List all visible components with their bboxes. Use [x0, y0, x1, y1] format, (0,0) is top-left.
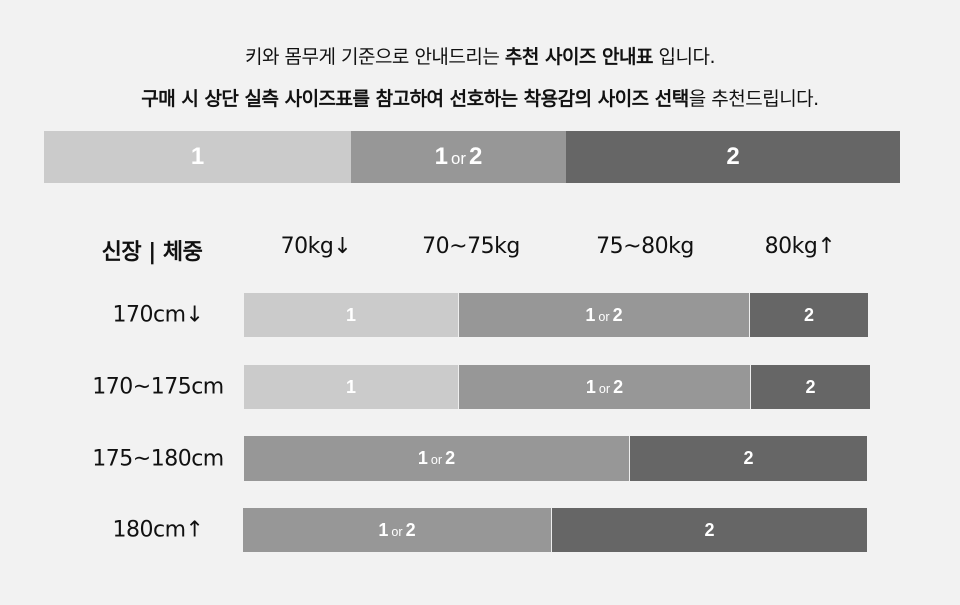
size-segment-light: 1 — [244, 293, 458, 337]
size-segment-dark: 2 — [749, 293, 868, 337]
segment-label: 1 — [345, 304, 356, 325]
segment-label: 2 — [704, 519, 715, 540]
segment-label: 1 or 2 — [585, 376, 624, 397]
weight-header: 70kg↓ — [280, 234, 352, 259]
segment-label: 2 — [743, 448, 754, 468]
intro-text: 키와 몸무게 기준으로 안내드리는 — [245, 46, 505, 68]
height-label: 180cm↑ — [112, 517, 204, 543]
size-row-bar: 1 or 2 2 — [244, 436, 867, 481]
segment-label: 1 or 2 — [585, 304, 623, 325]
segment-label: 2 — [803, 304, 814, 325]
segment-label: 2 — [726, 143, 740, 170]
size-segment-light: 1 — [244, 365, 458, 409]
intro-text: 입니다. — [652, 46, 716, 68]
legend-segment-dark: 2 — [566, 131, 900, 183]
intro-text: 을 추천드립니다. — [688, 88, 819, 110]
size-row-bar: 1 or 2 2 — [243, 508, 867, 552]
intro-text: 구매 시 상단 실측 사이즈표를 참고하여 선호하는 착용감의 사이즈 선택 — [141, 88, 689, 110]
intro-line-1: 키와 몸무게 기준으로 안내드리는 추천 사이즈 안내표 입니다. — [0, 42, 960, 69]
intro-text: 추천 사이즈 안내표 — [504, 46, 654, 68]
size-segment-mid: 1 or 2 — [458, 293, 749, 337]
size-row-bar: 1 1 or 2 2 — [244, 365, 870, 409]
height-label: 170~175cm — [92, 374, 224, 400]
size-segment-dark: 2 — [750, 365, 870, 409]
weight-header: 80kg↑ — [764, 234, 836, 259]
size-segment-mid: 1 or 2 — [244, 436, 629, 481]
intro-line-2: 구매 시 상단 실측 사이즈표를 참고하여 선호하는 착용감의 사이즈 선택을 … — [0, 84, 960, 111]
legend-segment-mid: 1 or 2 — [351, 131, 566, 183]
weight-header: 70~75kg — [422, 234, 520, 259]
size-segment-dark: 2 — [629, 436, 867, 481]
segment-label: 1 or 2 — [378, 519, 416, 540]
legend-segment-light: 1 — [44, 131, 351, 183]
size-row-bar: 1 1 or 2 2 — [244, 293, 868, 337]
height-label: 170cm↓ — [112, 302, 204, 328]
segment-label: 1 or 2 — [417, 448, 456, 468]
segment-label: 1 — [345, 376, 356, 397]
segment-label: 1 or 2 — [434, 143, 483, 170]
size-segment-mid: 1 or 2 — [458, 365, 750, 409]
size-segment-dark: 2 — [551, 508, 867, 552]
size-legend-bar: 1 1 or 2 2 — [44, 131, 900, 183]
segment-label: 1 — [190, 143, 205, 170]
height-label: 175~180cm — [92, 446, 224, 471]
size-segment-mid: 1 or 2 — [243, 508, 551, 552]
weight-header: 75~80kg — [596, 234, 694, 259]
corner-header: 신장 | 체중 — [101, 240, 203, 265]
segment-label: 2 — [805, 376, 816, 397]
